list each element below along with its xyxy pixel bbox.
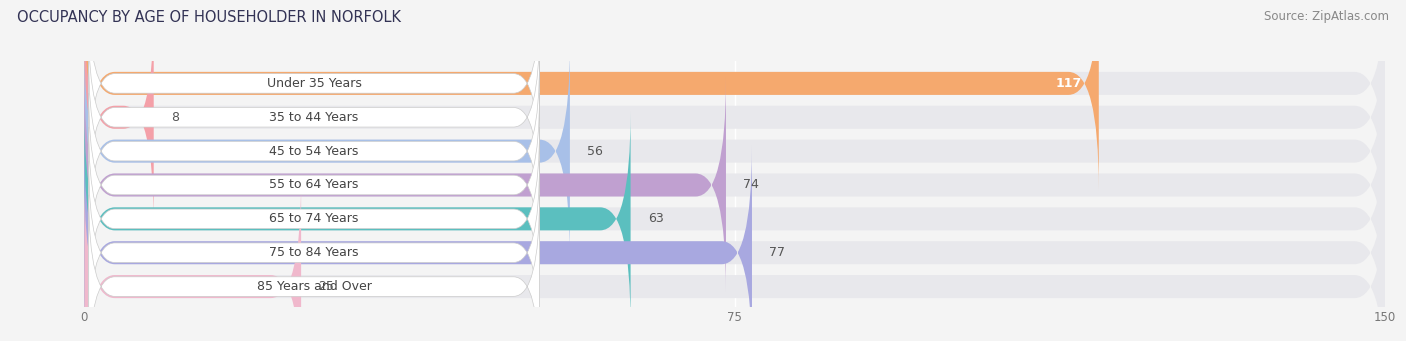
FancyBboxPatch shape: [84, 44, 569, 258]
Text: 55 to 64 Years: 55 to 64 Years: [270, 178, 359, 192]
Text: 35 to 44 Years: 35 to 44 Years: [270, 111, 359, 124]
Text: 25: 25: [319, 280, 335, 293]
FancyBboxPatch shape: [84, 112, 1385, 326]
Text: 63: 63: [648, 212, 664, 225]
Text: Source: ZipAtlas.com: Source: ZipAtlas.com: [1264, 10, 1389, 23]
FancyBboxPatch shape: [89, 127, 540, 311]
FancyBboxPatch shape: [89, 195, 540, 341]
FancyBboxPatch shape: [84, 10, 153, 224]
FancyBboxPatch shape: [89, 59, 540, 243]
FancyBboxPatch shape: [84, 146, 1385, 341]
FancyBboxPatch shape: [84, 146, 752, 341]
FancyBboxPatch shape: [89, 0, 540, 175]
FancyBboxPatch shape: [89, 26, 540, 209]
FancyBboxPatch shape: [89, 161, 540, 341]
FancyBboxPatch shape: [89, 93, 540, 277]
FancyBboxPatch shape: [84, 78, 1385, 292]
FancyBboxPatch shape: [84, 112, 631, 326]
FancyBboxPatch shape: [84, 10, 1385, 224]
Text: 77: 77: [769, 246, 786, 259]
FancyBboxPatch shape: [84, 44, 1385, 258]
Text: 56: 56: [588, 145, 603, 158]
FancyBboxPatch shape: [84, 180, 1385, 341]
Text: 85 Years and Over: 85 Years and Over: [257, 280, 371, 293]
Text: 65 to 74 Years: 65 to 74 Years: [270, 212, 359, 225]
FancyBboxPatch shape: [84, 78, 725, 292]
Text: OCCUPANCY BY AGE OF HOUSEHOLDER IN NORFOLK: OCCUPANCY BY AGE OF HOUSEHOLDER IN NORFO…: [17, 10, 401, 25]
Text: 75 to 84 Years: 75 to 84 Years: [270, 246, 359, 259]
FancyBboxPatch shape: [84, 0, 1385, 190]
Text: 8: 8: [172, 111, 179, 124]
Text: Under 35 Years: Under 35 Years: [267, 77, 361, 90]
FancyBboxPatch shape: [84, 0, 1099, 190]
Text: 45 to 54 Years: 45 to 54 Years: [270, 145, 359, 158]
Text: 74: 74: [744, 178, 759, 192]
Text: 117: 117: [1054, 77, 1081, 90]
FancyBboxPatch shape: [84, 180, 301, 341]
